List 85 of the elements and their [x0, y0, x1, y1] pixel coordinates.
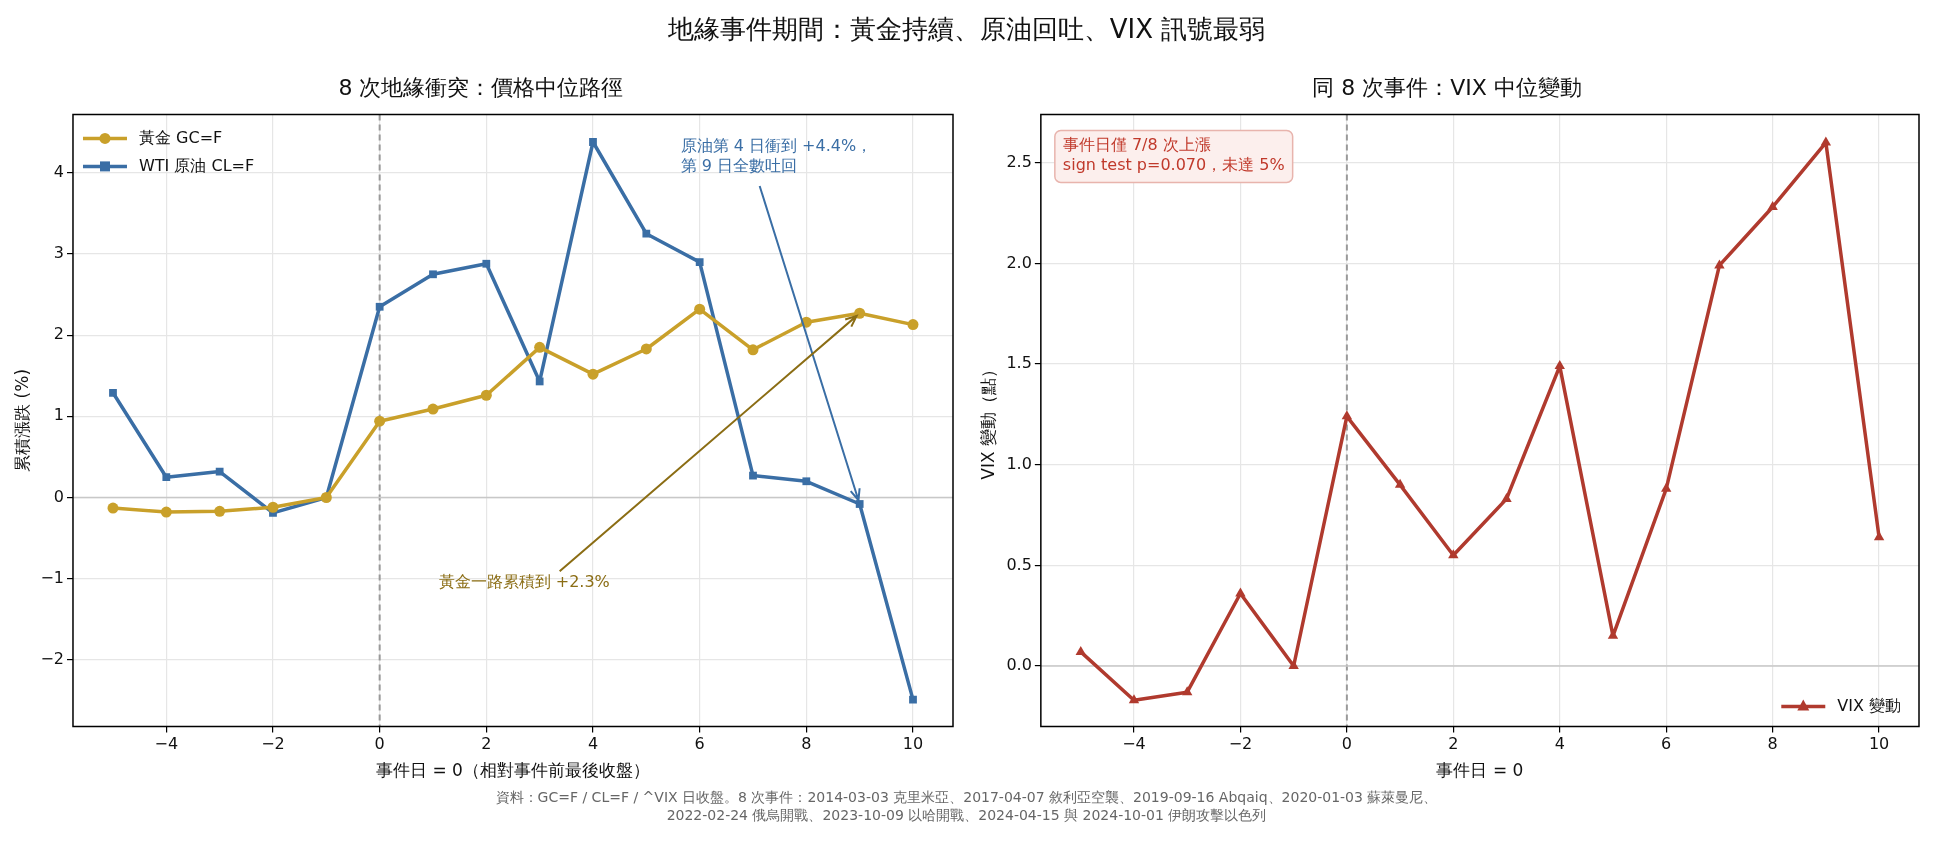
point [907, 319, 918, 331]
point [747, 344, 758, 356]
x-tick-label: 2 [480, 734, 491, 754]
point [480, 389, 492, 401]
point [908, 695, 917, 704]
annotation: 原油第 4 日衝到 +4.4%，第 9 日全數吐回 [680, 136, 872, 176]
point [108, 388, 117, 397]
y-tick-label: 0.0 [1005, 655, 1032, 675]
x-axis-title: 事件日 = 0（相對事件前最後收盤） [375, 760, 650, 781]
point [1128, 694, 1139, 704]
point [586, 368, 598, 380]
point [588, 138, 597, 146]
point [1660, 482, 1671, 492]
point [1447, 549, 1459, 559]
x-tick-label: −2 [1228, 734, 1252, 754]
y-tick-label: 2.0 [1005, 252, 1032, 272]
legend-label: VIX 變動 [1836, 695, 1901, 715]
point [1341, 410, 1352, 420]
point [428, 270, 437, 279]
point [215, 467, 224, 476]
point [426, 403, 438, 415]
point [1181, 686, 1192, 696]
point [1713, 259, 1725, 269]
x-tick-label: −2 [260, 734, 285, 754]
point [1554, 360, 1565, 370]
y-tick-label: 2 [53, 324, 64, 344]
legend-label: 黃金 GC=F [138, 127, 222, 147]
point [640, 343, 652, 355]
point [801, 477, 810, 486]
point [533, 341, 545, 353]
point [373, 415, 385, 427]
point [1287, 660, 1299, 670]
x-tick-label: −4 [154, 734, 178, 754]
x-tick-label: 8 [800, 734, 811, 754]
y-tick-label: 4 [53, 162, 64, 181]
chart-title: 8 次地緣衝突：價格中位路徑 [338, 74, 623, 100]
y-tick-label: 1 [53, 405, 64, 425]
x-tick-label: 6 [1660, 734, 1671, 754]
x-tick-label: 0 [1341, 734, 1352, 754]
annotation: 黃金一路累積到 +2.3% [438, 572, 610, 592]
x-tick-label: 6 [694, 734, 705, 754]
point [1820, 136, 1831, 146]
x-tick-label: −4 [1121, 734, 1146, 754]
point [106, 502, 118, 514]
x-tick-label: 10 [1868, 734, 1889, 754]
x-tick-label: 2 [1447, 734, 1458, 754]
point [375, 302, 384, 311]
point [695, 258, 704, 267]
x-tick-label: 4 [1554, 734, 1565, 754]
y-tick-label: 0 [53, 486, 64, 506]
x-axis-title: 事件日 = 0 [1435, 760, 1523, 781]
y-axis-title: VIX 變動（點） [977, 361, 998, 480]
point [853, 307, 865, 319]
point [1500, 492, 1512, 502]
point [1234, 587, 1246, 597]
point [213, 505, 225, 517]
y-tick-label: 3 [53, 243, 64, 263]
y-tick-label: 0.5 [1005, 554, 1032, 574]
y-tick-label: 1.0 [1005, 453, 1032, 473]
point [535, 377, 544, 386]
text: 資料：GC=F / CL=F / ^VIX 日收盤。8 次事件：2014-03-03 克里米亞、2017-04-07 敘利亞空襲、2019-09-16 Abqaiq、2020-01-03 蘇萊曼尼、 2022-02-24 俄烏開戰、2023-10-09 以哈開戰、2024-04-15 與 2024-10-01 伊朗攻擊以色列 [494, 788, 1439, 824]
point [855, 500, 864, 508]
y-axis-title: 累積漲跌 (%) [11, 368, 32, 472]
point [641, 229, 650, 238]
x-tick-label: 4 [587, 734, 598, 754]
y-tick-label: −2 [39, 649, 64, 668]
text: 地緣事件期間：黃金持續、原油回吐、VIX 訊號最弱 [666, 13, 1267, 46]
point [1394, 478, 1405, 488]
point [748, 471, 757, 480]
point [266, 501, 278, 513]
point [1075, 645, 1086, 655]
point [693, 303, 705, 315]
annotation: 事件日僅 7/8 次上漲 sign test p=0.070，未達 5% [1062, 134, 1285, 174]
chart-title: 同 8 次事件：VIX 中位變動 [1311, 74, 1582, 100]
point [160, 506, 172, 518]
point [481, 259, 490, 268]
point [161, 473, 170, 482]
x-tick-label: 8 [1767, 734, 1778, 754]
y-tick-label: 1.5 [1005, 353, 1032, 373]
y-tick-label: 2.5 [1005, 151, 1032, 171]
y-tick-label: −1 [39, 567, 64, 587]
point [1766, 201, 1778, 211]
x-tick-label: 0 [374, 734, 385, 754]
x-tick-label: 10 [902, 734, 923, 754]
legend-label: WTI 原油 CL=F [138, 155, 254, 175]
